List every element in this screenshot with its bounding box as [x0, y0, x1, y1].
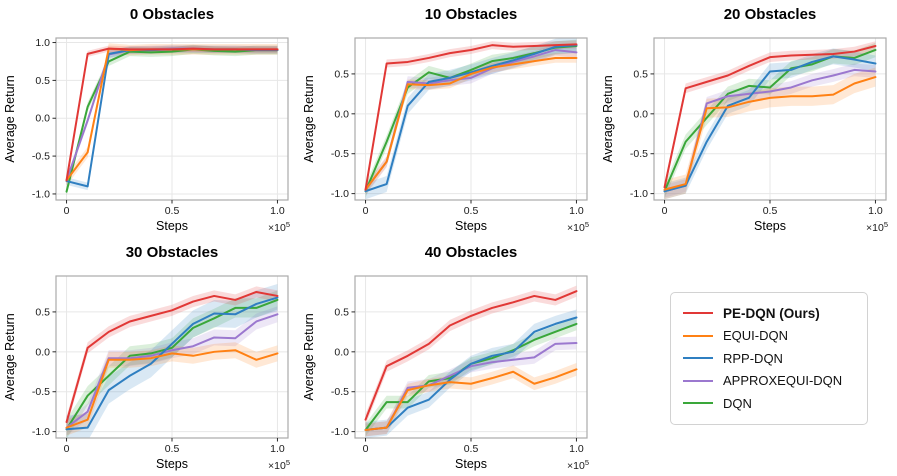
svg-text:Steps: Steps: [156, 457, 188, 471]
legend: PE-DQN (Ours) EQUI-DQN RPP-DQN APPROXEQU…: [670, 292, 868, 425]
svg-text:Steps: Steps: [455, 457, 487, 471]
svg-text:1.0: 1.0: [569, 443, 584, 455]
svg-text:0: 0: [64, 205, 70, 217]
svg-text:0.5: 0.5: [334, 68, 349, 80]
svg-text:0.0: 0.0: [334, 108, 349, 120]
legend-label-dqn: DQN: [723, 395, 752, 411]
legend-entry-pe-dqn: PE-DQN (Ours): [683, 302, 855, 325]
panel-20-obstacles: 20 Obstacles 0 0.5 1.0 0.5 0.0 -0.5 -1.0 Averag…: [598, 0, 897, 238]
svg-text:Steps: Steps: [455, 219, 487, 233]
svg-text:Average Return: Average Return: [302, 75, 316, 162]
svg-text:0: 0: [64, 443, 70, 455]
legend-line-approxequi-dqn-icon: [683, 379, 713, 382]
svg-text:0: 0: [363, 205, 369, 217]
svg-text:-1.0: -1.0: [32, 188, 50, 200]
panel-40-obstacles: 40 Obstacles 0 0.5 1.0 0.5 0.0 -0.5 -1.0 Averag…: [299, 238, 598, 476]
svg-text:0: 0: [662, 205, 668, 217]
legend-label-equi-dqn: EQUI-DQN: [723, 328, 788, 344]
legend-line-pe-dqn-icon: [683, 312, 713, 315]
svg-text:×105: ×105: [567, 220, 589, 234]
svg-text:0.0: 0.0: [35, 346, 50, 358]
svg-text:-0.5: -0.5: [331, 148, 349, 160]
svg-text:-1.0: -1.0: [331, 188, 349, 200]
panel-0-obstacles: 0 Obstacles 0 0.5 1.0 1.0 0.5 0.0 -0.5 -1.0 Aver…: [0, 0, 299, 238]
legend-line-dqn-icon: [683, 402, 713, 405]
svg-text:0.5: 0.5: [165, 205, 180, 217]
svg-text:×105: ×105: [268, 220, 290, 234]
svg-text:-1.0: -1.0: [331, 426, 349, 438]
svg-text:1.0: 1.0: [270, 443, 285, 455]
svg-text:1.0: 1.0: [35, 37, 50, 49]
panel-title-30-obstacles: 30 Obstacles: [125, 244, 219, 261]
svg-text:0.5: 0.5: [35, 75, 50, 87]
panel-10-obstacles: 10 Obstacles 0 0.5 1.0 0.5 0.0 -0.5 -1.0 Averag…: [299, 0, 598, 238]
svg-text:1.0: 1.0: [868, 205, 883, 217]
svg-text:Steps: Steps: [156, 219, 188, 233]
svg-text:Steps: Steps: [754, 219, 786, 233]
svg-text:-0.5: -0.5: [32, 151, 50, 163]
svg-text:0.0: 0.0: [633, 108, 648, 120]
legend-label-approxequi-dqn: APPROXEQUI-DQN: [723, 373, 843, 389]
svg-text:0.0: 0.0: [35, 113, 50, 125]
panel-title-10-obstacles: 10 Obstacles: [424, 6, 518, 23]
legend-line-equi-dqn-icon: [683, 334, 713, 337]
svg-text:Average Return: Average Return: [302, 313, 316, 400]
svg-text:0: 0: [363, 443, 369, 455]
svg-text:0.5: 0.5: [633, 68, 648, 80]
chart-30-obstacles: 0 0.5 1.0 0.5 0.0 -0.5 -1.0 Average Return Steps…: [3, 275, 290, 472]
panel-title-40-obstacles: 40 Obstacles: [424, 244, 518, 261]
svg-text:0.5: 0.5: [334, 306, 349, 318]
panel-title-20-obstacles: 20 Obstacles: [723, 6, 817, 23]
svg-text:0.5: 0.5: [165, 443, 180, 455]
legend-label-pe-dqn: PE-DQN (Ours): [723, 305, 820, 321]
svg-text:0.5: 0.5: [35, 306, 50, 318]
svg-text:Average Return: Average Return: [3, 313, 17, 400]
svg-text:Average Return: Average Return: [601, 75, 615, 162]
svg-text:-1.0: -1.0: [630, 188, 648, 200]
svg-text:×105: ×105: [268, 458, 290, 472]
svg-text:1.0: 1.0: [569, 205, 584, 217]
chart-10-obstacles: 0 0.5 1.0 0.5 0.0 -0.5 -1.0 Average Return Steps…: [302, 37, 589, 234]
svg-text:-1.0: -1.0: [32, 426, 50, 438]
legend-entry-rpp-dqn: RPP-DQN: [683, 347, 855, 370]
svg-text:-0.5: -0.5: [32, 386, 50, 398]
svg-text:0.5: 0.5: [464, 205, 479, 217]
panel-title-0-obstacles: 0 Obstacles: [129, 6, 215, 23]
chart-0-obstacles: 0 0.5 1.0 1.0 0.5 0.0 -0.5 -1.0 Average Return St…: [3, 37, 290, 234]
svg-text:-0.5: -0.5: [630, 148, 648, 160]
svg-text:×105: ×105: [567, 458, 589, 472]
legend-entry-dqn: DQN: [683, 392, 855, 415]
svg-text:×105: ×105: [866, 220, 888, 234]
svg-text:-0.5: -0.5: [331, 386, 349, 398]
svg-text:0.5: 0.5: [464, 443, 479, 455]
legend-entry-equi-dqn: EQUI-DQN: [683, 325, 855, 348]
panel-30-obstacles: 30 Obstacles 0 0.5 1.0 0.5 0.0 -0.5 -1.0 Averag…: [0, 238, 299, 476]
svg-text:0.0: 0.0: [334, 346, 349, 358]
chart-20-obstacles: 0 0.5 1.0 0.5 0.0 -0.5 -1.0 Average Return Steps…: [601, 37, 888, 234]
chart-40-obstacles: 0 0.5 1.0 0.5 0.0 -0.5 -1.0 Average Return Steps…: [302, 275, 589, 472]
svg-text:1.0: 1.0: [270, 205, 285, 217]
svg-text:Average Return: Average Return: [3, 75, 17, 162]
legend-label-rpp-dqn: RPP-DQN: [723, 350, 783, 366]
legend-entry-approxequi-dqn: APPROXEQUI-DQN: [683, 370, 855, 393]
svg-text:0.5: 0.5: [763, 205, 778, 217]
legend-line-rpp-dqn-icon: [683, 357, 713, 360]
